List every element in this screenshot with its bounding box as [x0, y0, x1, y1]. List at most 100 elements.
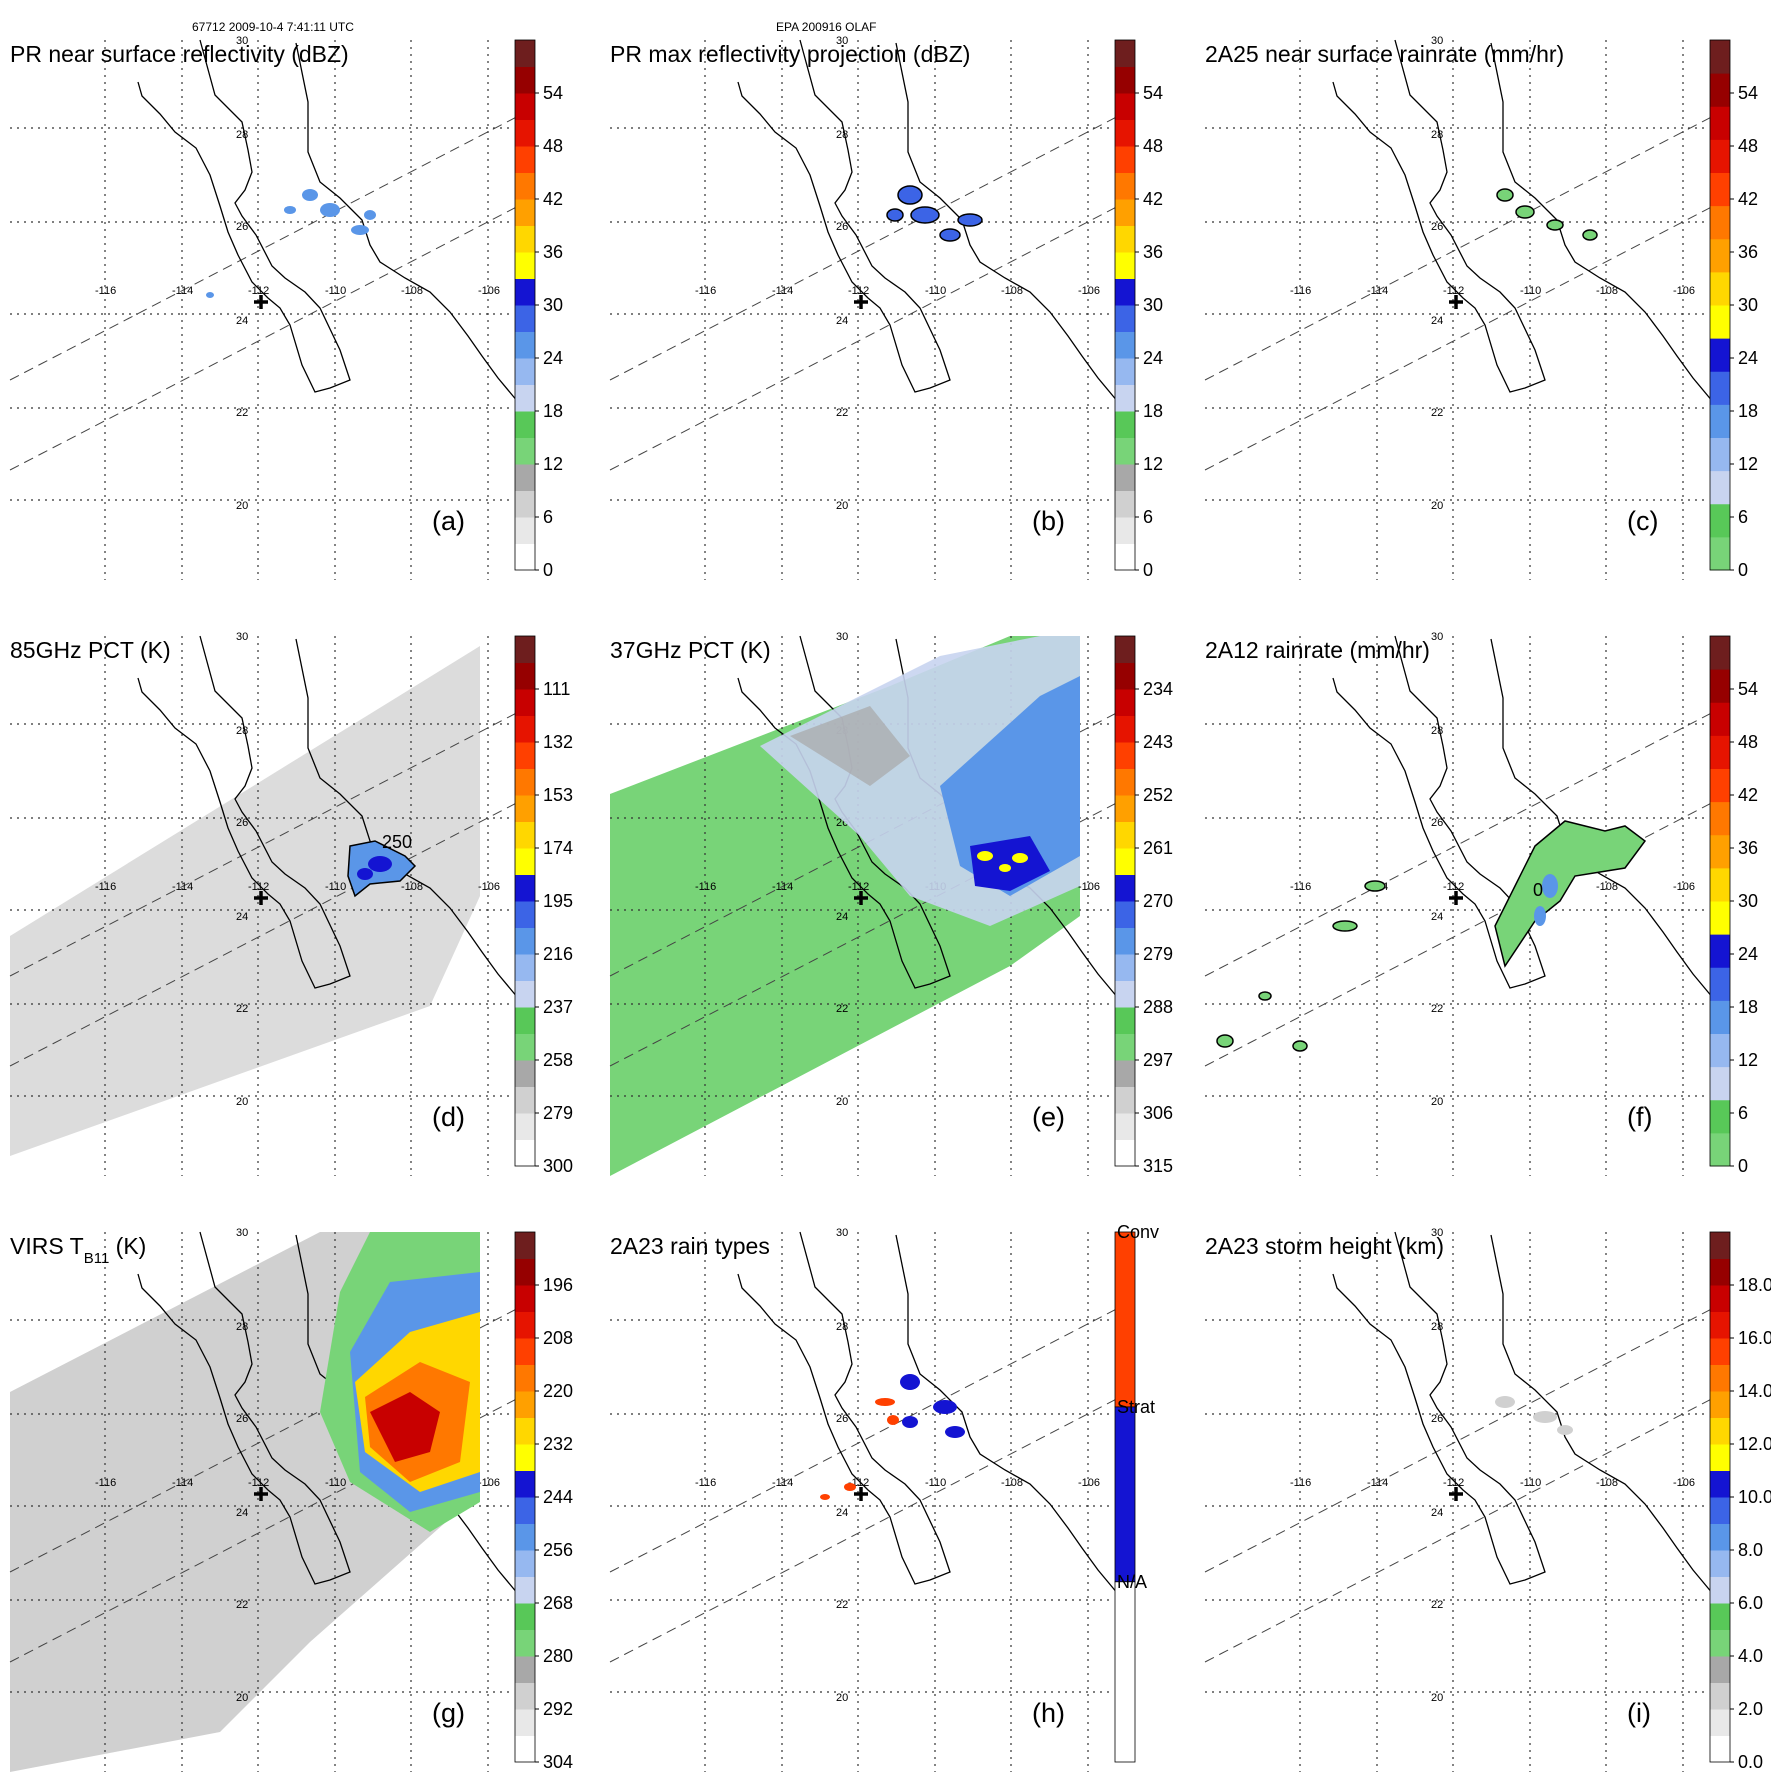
storm-center-marker	[254, 295, 268, 309]
storm-center-marker	[854, 891, 868, 905]
colorbar-segment	[1710, 1470, 1730, 1498]
colorbar-segment	[1710, 934, 1730, 968]
colorbar-tick-label: 18	[543, 401, 563, 421]
rain-cell	[206, 292, 214, 298]
lon-label-5: -106	[478, 285, 500, 297]
mainland-coastline	[1490, 1234, 1714, 1595]
colorbar-tick-label: 315	[1143, 1156, 1173, 1176]
lat-label-4: 22	[1431, 1003, 1443, 1015]
rain-cell	[1557, 1425, 1573, 1435]
lat-label-1: 28	[1431, 1321, 1443, 1333]
colorbar-segment	[515, 1086, 535, 1114]
colorbar-segment	[515, 1629, 535, 1657]
colorbar-tick-label: 48	[1738, 732, 1758, 752]
lon-label-1: -114	[772, 1477, 793, 1489]
colorbar-tick-label: 306	[1143, 1103, 1173, 1123]
rain-cell	[368, 856, 392, 872]
colorbar-segment	[1115, 1033, 1135, 1061]
lat-label-3: 24	[836, 911, 848, 923]
swath-edge-north	[609, 1301, 1131, 1573]
baja-coastline	[1332, 39, 1546, 393]
rain-cell	[1258, 991, 1272, 1001]
colorbar-segment	[515, 517, 535, 544]
colorbar-segment	[1710, 1497, 1730, 1524]
rain-cell	[844, 1483, 856, 1491]
colorbar-segment	[1710, 73, 1730, 107]
colorbar-segment	[1115, 1113, 1135, 1140]
colorbar-tick-label: 48	[543, 136, 563, 156]
lon-label-2: -112	[248, 881, 269, 893]
colorbar-segment	[515, 437, 535, 465]
colorbar-segment	[515, 1139, 535, 1167]
colorbar-segment	[1114, 1581, 1136, 1763]
rain-cell	[897, 185, 923, 205]
panel-title: 2A25 near surface rainrate (mm/hr)	[1205, 41, 1564, 67]
colorbar-segment	[1115, 225, 1135, 253]
swath-edge-south	[609, 1391, 1131, 1663]
colorbar-tick-label: 6	[1143, 507, 1153, 527]
colorbar-tick-label: 36	[1143, 242, 1163, 262]
colorbar-tick-label: 237	[543, 997, 573, 1017]
storm-center-marker	[1449, 891, 1463, 905]
lat-label-0: 30	[1431, 35, 1443, 47]
lat-label-1: 28	[236, 1321, 248, 1333]
colorbar-segment	[1115, 689, 1135, 716]
rain-cell	[900, 1374, 920, 1390]
panel-title: 85GHz PCT (K)	[10, 637, 171, 663]
lon-label-5: -106	[1078, 285, 1100, 297]
lat-label-3: 24	[1431, 911, 1443, 923]
lat-label-4: 22	[236, 1003, 248, 1015]
lon-label-4: -108	[1001, 1477, 1023, 1489]
lat-label-5: 20	[836, 500, 848, 512]
colorbar-segment	[515, 384, 535, 412]
colorbar-segment	[1710, 470, 1730, 505]
mainland-coastline	[1490, 42, 1714, 403]
panel-letter: (h)	[1032, 1698, 1065, 1728]
colorbar: 300 279 258 237 216 195 174 153 132 111	[514, 635, 573, 1176]
panel-title: 2A23 rain types	[610, 1233, 770, 1259]
panel-letter: (c)	[1627, 506, 1658, 536]
mainland-coastline	[295, 42, 519, 403]
colorbar-segment	[515, 662, 535, 690]
lon-label-0: -116	[695, 881, 716, 893]
colorbar-segment	[1710, 404, 1730, 438]
baja-coastline	[737, 39, 951, 393]
colorbar-segment	[515, 768, 535, 796]
colorbar-tick-label: 6	[1738, 507, 1748, 527]
colorbar-tick-label: 12	[543, 454, 563, 474]
lon-label-4: -108	[1001, 285, 1023, 297]
colorbar-segment	[515, 278, 535, 306]
lon-label-5: -106	[1078, 881, 1100, 893]
colorbar-segment	[515, 93, 535, 120]
colorbar-segment	[1710, 1311, 1730, 1339]
colorbar-segment	[1115, 172, 1135, 200]
colorbar-segment	[1115, 199, 1135, 226]
colorbar-segment	[1115, 384, 1135, 412]
colorbar-segment	[515, 1113, 535, 1140]
lat-label-5: 20	[836, 1692, 848, 1704]
colorbar-tick-label: 153	[543, 785, 573, 805]
colorbar-tick-label: 232	[543, 1434, 573, 1454]
colorbar-tick-label: 10.0	[1738, 1487, 1771, 1507]
colorbar-segment	[515, 1523, 535, 1551]
colorbar-segment	[1710, 1033, 1730, 1068]
panel-letter: (e)	[1032, 1102, 1065, 1132]
lon-label-4: -108	[1596, 285, 1618, 297]
lat-label-2: 26	[1431, 1413, 1443, 1425]
swath-edge-south	[9, 199, 531, 471]
colorbar-tick-label: 0	[543, 560, 553, 580]
colorbar-segment	[1115, 146, 1135, 173]
storm-center-marker	[1449, 1487, 1463, 1501]
colorbar-segment	[1115, 636, 1135, 663]
panel-letter: (f)	[1627, 1102, 1652, 1132]
panel-e: -116-114-112-110-108-10630282624222037GH…	[609, 631, 1173, 1176]
swath-edge-south	[9, 795, 531, 1067]
colorbar-segment	[1115, 40, 1135, 67]
rain-cell	[957, 213, 983, 227]
colorbar-tick-label: 18	[1143, 401, 1163, 421]
colorbar-tick-label: 208	[543, 1328, 573, 1348]
colorbar-tick-label: 0.0	[1738, 1752, 1763, 1772]
colorbar-segment	[1115, 358, 1135, 385]
lon-label-0: -116	[1290, 1477, 1311, 1489]
baja-coastline	[1332, 635, 1546, 989]
